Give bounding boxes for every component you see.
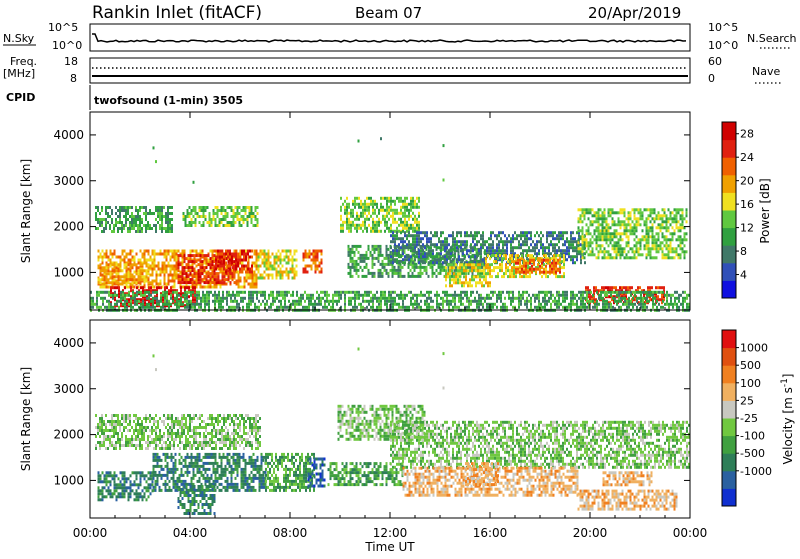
freq-left-tick-bottom: 8	[70, 72, 77, 85]
power-point	[443, 179, 445, 182]
velocity-colorbar-swatch	[722, 418, 736, 436]
power-colorbar-tick: 4	[740, 269, 747, 282]
station-title: Rankin Inlet (fitACF)	[92, 3, 262, 23]
power-point	[443, 144, 445, 147]
velocity-colorbar-swatch	[722, 330, 736, 348]
velocity-colorbar-tick: 1000	[740, 342, 768, 355]
power-colorbar-tick: 12	[740, 222, 754, 235]
velocity-x-tick-label: 16:00	[473, 526, 508, 540]
velocity-point	[155, 368, 157, 371]
velocity-colorbar-swatch	[722, 453, 736, 471]
x-axis-label: Time UT	[364, 540, 415, 554]
power-colorbar-swatch	[722, 157, 736, 175]
power-colorbar-swatch	[722, 192, 736, 210]
velocity-x-tick-label: 12:00	[373, 526, 408, 540]
velocity-colorbar-swatch	[722, 348, 736, 366]
velocity-point	[443, 352, 445, 355]
velocity-y-tick-label: 1000	[53, 473, 84, 487]
nsky-label: N.Sky	[3, 32, 35, 45]
velocity-colorbar-swatch	[722, 488, 736, 506]
velocity-region	[98, 471, 154, 501]
velocity-colorbar-tick: 25	[740, 394, 754, 407]
power-point	[193, 181, 195, 184]
power-colorbar-tick: 28	[740, 128, 754, 141]
velocity-colorbar-swatch	[722, 400, 736, 418]
velocity-y-axis-label: Slant Range [km]	[19, 367, 33, 471]
velocity-x-tick-label: 00:00	[673, 526, 708, 540]
velocity-colorbar-swatch	[722, 365, 736, 383]
velocity-y-tick-label: 2000	[53, 428, 84, 442]
power-colorbar-swatch	[722, 228, 736, 246]
velocity-y-tick-label: 4000	[53, 336, 84, 350]
power-colorbar-swatch	[722, 122, 736, 140]
power-point	[380, 137, 382, 140]
power-colorbar-tick: 16	[740, 198, 754, 211]
power-y-tick-label: 1000	[53, 265, 84, 279]
power-colorbar-label: Power [dB]	[758, 178, 772, 243]
velocity-colorbar-swatch	[722, 436, 736, 454]
velocity-point	[153, 354, 155, 357]
power-colorbar-swatch	[722, 210, 736, 228]
velocity-colorbar-tick: 500	[740, 359, 761, 372]
power-colorbar-swatch	[722, 140, 736, 158]
freq-left-tick-top: 18	[64, 55, 78, 68]
velocity-colorbar-tick: -1000	[740, 465, 772, 478]
velocity-x-tick-label: 08:00	[273, 526, 308, 540]
velocity-colorbar-swatch	[722, 471, 736, 489]
power-point	[155, 160, 157, 163]
noise-right-tick-bottom: 10^0	[708, 39, 738, 52]
velocity-colorbar-tick: 100	[740, 377, 761, 390]
nave-right-tick-bottom: 0	[708, 72, 715, 85]
power-y-tick-label: 3000	[53, 174, 84, 188]
power-colorbar-tick: 24	[740, 151, 754, 164]
velocity-colorbar-swatch	[722, 383, 736, 401]
nave-label: Nave	[752, 65, 780, 78]
noise-left-tick-bottom: 10^0	[52, 39, 82, 52]
velocity-colorbar-tick: -500	[740, 447, 765, 460]
velocity-y-tick-label: 3000	[53, 382, 84, 396]
power-colorbar-swatch	[722, 263, 736, 281]
velocity-point	[358, 348, 360, 351]
freq-unit-label: [MHz]	[3, 67, 35, 80]
power-y-tick-label: 4000	[53, 128, 84, 142]
power-colorbar-tick: 8	[740, 245, 747, 258]
velocity-x-tick-label: 20:00	[573, 526, 608, 540]
power-y-axis-label: Slant Range [km]	[19, 159, 33, 263]
nave-right-tick-top: 60	[708, 55, 722, 68]
power-colorbar-swatch	[722, 280, 736, 298]
velocity-point	[443, 387, 445, 390]
power-y-tick-label: 2000	[53, 220, 84, 234]
velocity-x-tick-label: 04:00	[173, 526, 208, 540]
beam-label: Beam 07	[355, 4, 422, 22]
noise-left-tick-top: 10^5	[48, 21, 78, 34]
cpid-value: twofsound (1-min) 3505	[94, 94, 243, 107]
velocity-colorbar-tick: -100	[740, 430, 765, 443]
power-point	[153, 146, 155, 149]
power-colorbar-swatch	[722, 175, 736, 193]
velocity-x-tick-label: 00:00	[73, 526, 108, 540]
power-colorbar-tick: 20	[740, 175, 754, 188]
velocity-colorbar-tick: -25	[740, 412, 758, 425]
power-colorbar-swatch	[722, 245, 736, 263]
nsearch-label: N.Search	[747, 32, 797, 45]
cpid-label: CPID	[6, 91, 35, 104]
noise-right-tick-top: 10^5	[708, 21, 738, 34]
power-point	[358, 140, 360, 143]
date-label: 20/Apr/2019	[588, 4, 681, 22]
